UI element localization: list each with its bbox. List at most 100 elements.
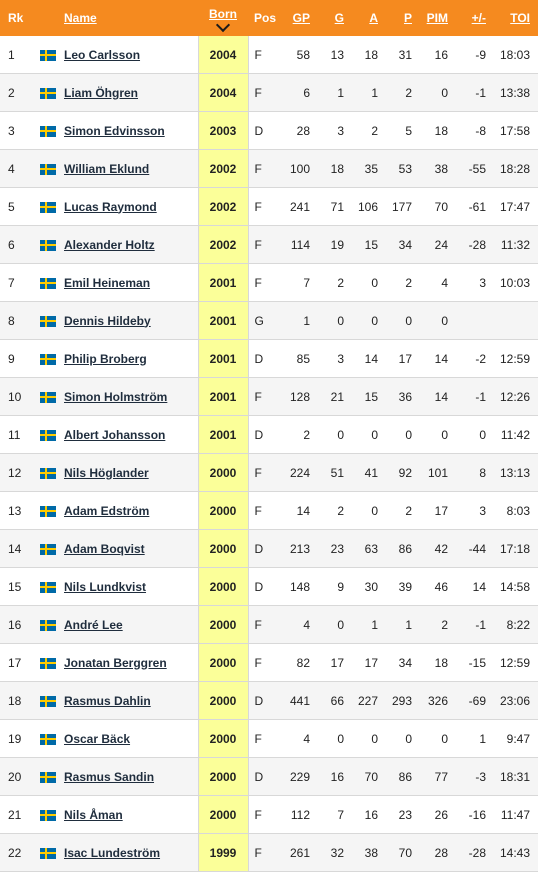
goals-cell: 0: [316, 301, 350, 340]
position-cell: F: [248, 491, 280, 530]
player-name-link[interactable]: William Eklund: [64, 161, 150, 176]
player-name: Nils Åman: [64, 795, 198, 834]
penalty-minutes-cell: 18: [418, 111, 454, 150]
position-cell: F: [248, 643, 280, 682]
header-name[interactable]: Name: [64, 0, 198, 36]
plus-minus-cell: -55: [454, 149, 492, 188]
games-played-cell: 128: [280, 377, 316, 416]
plus-minus-cell: -28: [454, 225, 492, 264]
header-p[interactable]: P: [384, 0, 418, 36]
flag-sweden-icon: [40, 771, 56, 783]
player-name-link[interactable]: Adam Boqvist: [64, 541, 145, 556]
games-played-cell: 28: [280, 111, 316, 150]
birth-year-cell: 2001: [197, 301, 249, 340]
position-cell: D: [248, 111, 280, 150]
player-name-link[interactable]: Emil Heineman: [64, 275, 151, 290]
rank-cell: 10: [0, 377, 34, 416]
player-name-link[interactable]: Isac Lundeström: [64, 845, 161, 860]
player-name-link[interactable]: Liam Öhgren: [64, 85, 139, 100]
birth-year-cell: 1999: [197, 833, 249, 872]
header-gp[interactable]: GP: [280, 0, 316, 36]
games-played-cell: 100: [280, 149, 316, 188]
assists-cell: 63: [350, 529, 384, 568]
rank-cell: 12: [0, 453, 34, 492]
birth-year-cell: 2000: [197, 529, 249, 568]
header-plus-minus[interactable]: +/-: [454, 0, 492, 36]
player-name-link[interactable]: Nils Höglander: [64, 465, 149, 480]
points-cell: 34: [384, 225, 418, 264]
flag-cell: [34, 833, 64, 872]
games-played-cell: 6: [280, 73, 316, 112]
player-name: Leo Carlsson: [64, 36, 198, 74]
games-played-cell: 58: [280, 36, 316, 74]
player-name-link[interactable]: Oscar Bäck: [64, 731, 131, 746]
player-name-link[interactable]: Philip Broberg: [64, 351, 147, 366]
player-name-link[interactable]: Alexander Holtz: [64, 237, 155, 252]
birth-year-cell: 2000: [197, 453, 249, 492]
player-name-link[interactable]: Jonatan Berggren: [64, 655, 167, 670]
rank-cell: 16: [0, 605, 34, 644]
time-on-ice-cell: 18:28: [492, 149, 538, 188]
player-name: Liam Öhgren: [64, 73, 198, 112]
player-name-link[interactable]: André Lee: [64, 617, 123, 632]
player-name-link[interactable]: Nils Lundkvist: [64, 579, 147, 594]
flag-sweden-icon: [40, 657, 56, 669]
games-played-cell: 14: [280, 491, 316, 530]
flag-cell: [34, 263, 64, 302]
flag-sweden-icon: [40, 733, 56, 745]
position-cell: F: [248, 73, 280, 112]
player-name: Nils Lundkvist: [64, 567, 198, 606]
time-on-ice-cell: 12:59: [492, 643, 538, 682]
flag-sweden-icon: [40, 467, 56, 479]
rank-cell: 15: [0, 567, 34, 606]
plus-minus-cell: -16: [454, 795, 492, 834]
flag-cell: [34, 605, 64, 644]
rank-cell: 2: [0, 73, 34, 112]
position-cell: D: [248, 415, 280, 454]
assists-cell: 1: [350, 73, 384, 112]
assists-cell: 0: [350, 491, 384, 530]
player-name-link[interactable]: Albert Johansson: [64, 427, 166, 442]
rank-cell: 5: [0, 187, 34, 226]
player-name-link[interactable]: Nils Åman: [64, 807, 123, 822]
player-name-link[interactable]: Simon Holmström: [64, 389, 168, 404]
points-cell: 1: [384, 605, 418, 644]
player-name-link[interactable]: Lucas Raymond: [64, 199, 157, 214]
player-name-link[interactable]: Rasmus Dahlin: [64, 693, 151, 708]
header-born[interactable]: Born: [198, 0, 248, 36]
position-cell: G: [248, 301, 280, 340]
points-cell: 39: [384, 567, 418, 606]
player-name-link[interactable]: Adam Edström: [64, 503, 150, 518]
rank-cell: 21: [0, 795, 34, 834]
penalty-minutes-cell: 14: [418, 339, 454, 378]
position-cell: F: [248, 36, 280, 74]
time-on-ice-cell: 10:03: [492, 263, 538, 302]
table-row: 3 Simon Edvinsson 2003 D 28 3 2 5 18 -8 17:58: [0, 111, 538, 150]
flag-cell: [34, 73, 64, 112]
flag-sweden-icon: [40, 847, 56, 859]
player-name: Alexander Holtz: [64, 225, 198, 264]
flag-sweden-icon: [40, 429, 56, 441]
flag-cell: [34, 567, 64, 606]
header-g[interactable]: G: [316, 0, 350, 36]
player-name-link[interactable]: Rasmus Sandin: [64, 769, 155, 784]
points-cell: 23: [384, 795, 418, 834]
games-played-cell: 224: [280, 453, 316, 492]
table-row: 17 Jonatan Berggren 2000 F 82 17 17 34 18 -15 12:5…: [0, 643, 538, 682]
games-played-cell: 2: [280, 415, 316, 454]
player-name-link[interactable]: Dennis Hildeby: [64, 313, 151, 328]
player-name-link[interactable]: Simon Edvinsson: [64, 123, 165, 138]
header-pos[interactable]: Pos: [248, 0, 280, 36]
penalty-minutes-cell: 0: [418, 719, 454, 758]
table-row: 5 Lucas Raymond 2002 F 241 71 106 177 70 -61 17:47: [0, 187, 538, 226]
goals-cell: 21: [316, 377, 350, 416]
points-cell: 0: [384, 719, 418, 758]
header-pim[interactable]: PIM: [418, 0, 454, 36]
header-a[interactable]: A: [350, 0, 384, 36]
header-toi[interactable]: TOI: [492, 0, 538, 36]
flag-cell: [34, 719, 64, 758]
player-name-link[interactable]: Leo Carlsson: [64, 47, 141, 62]
rank-cell: 1: [0, 36, 34, 74]
header-rk[interactable]: Rk: [0, 0, 34, 36]
flag-cell: [34, 415, 64, 454]
